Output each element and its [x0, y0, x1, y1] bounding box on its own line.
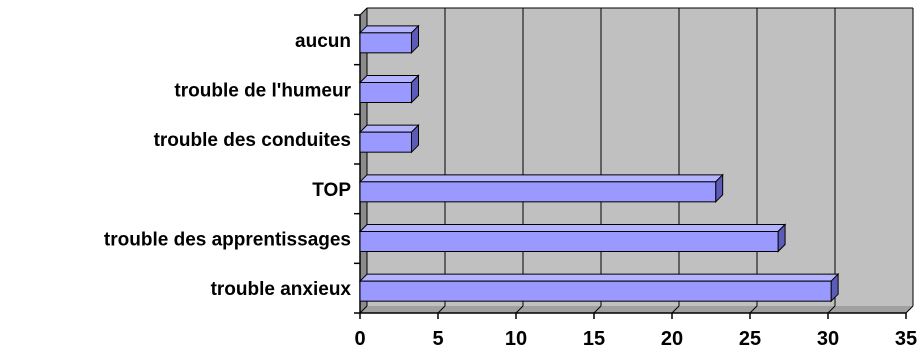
x-tick-label-6: 30 — [817, 328, 839, 350]
plot-side-wall — [360, 8, 367, 313]
bar-1 — [359, 82, 412, 103]
gridline-floor-6 — [827, 305, 836, 314]
bar-3 — [359, 181, 717, 203]
bar-0 — [359, 32, 412, 54]
x-tick-label-0: 0 — [354, 328, 365, 350]
gridline-floor-5 — [749, 305, 758, 314]
y-axis-top-edge — [359, 7, 368, 16]
x-tick-label-5: 25 — [739, 328, 761, 350]
plot-floor — [360, 306, 913, 313]
x-tick-label-4: 20 — [661, 328, 683, 350]
category-label-0: aucun — [295, 31, 351, 52]
gridline-floor-1 — [437, 305, 446, 314]
bar-top-2 — [358, 124, 420, 133]
bar-4 — [359, 231, 779, 252]
bar-top-5 — [358, 273, 840, 282]
gridline-floor-0 — [359, 305, 368, 314]
category-label-5: trouble anxieux — [211, 279, 352, 300]
x-tick-label-2: 10 — [505, 328, 527, 350]
gridline-floor-2 — [515, 305, 524, 314]
category-label-3: TOP — [312, 180, 351, 201]
gridline-floor-3 — [593, 305, 602, 314]
bar-top-0 — [358, 25, 420, 34]
bar-5 — [359, 280, 832, 302]
gridline-floor-7 — [905, 305, 914, 314]
x-tick-label-1: 5 — [432, 328, 443, 350]
category-label-4: trouble des apprentissages — [104, 230, 351, 251]
gridline-floor-4 — [671, 305, 680, 314]
x-tick-label-7: 35 — [895, 328, 917, 350]
bar-top-4 — [358, 224, 787, 232]
bar-top-1 — [358, 75, 420, 83]
bar-top-3 — [358, 174, 724, 183]
bar-2 — [359, 131, 412, 153]
category-label-1: trouble de l'humeur — [174, 81, 351, 102]
x-tick-label-3: 15 — [583, 328, 605, 350]
category-label-2: trouble des conduites — [154, 130, 351, 151]
plot-back-wall — [367, 8, 913, 306]
